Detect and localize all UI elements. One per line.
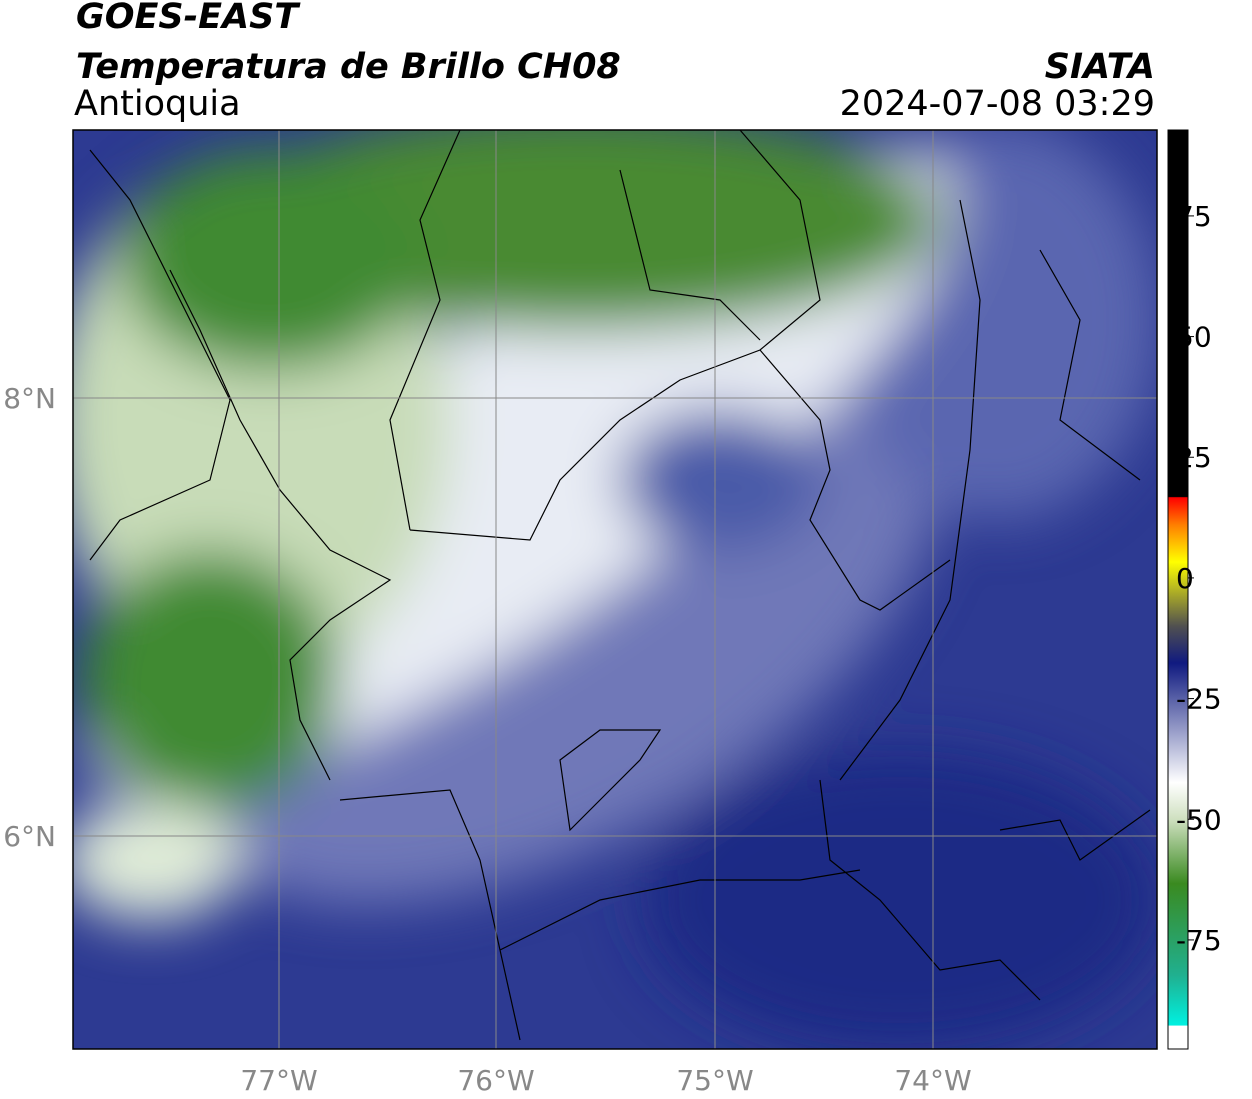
lon-label: 76°W	[457, 1064, 534, 1097]
colorbar-tick-label: -25	[1176, 683, 1222, 716]
subtitle: Temperatura de Brillo CH08	[76, 47, 621, 87]
colorbar	[1167, 129, 1189, 1050]
colorbar-tick-label: -50	[1176, 803, 1222, 836]
colorbar-tick-label: 0	[1176, 562, 1194, 595]
title: GOES-EAST	[76, 0, 301, 37]
lon-label: 75°W	[676, 1064, 753, 1097]
colorbar-tick-label: 50	[1176, 321, 1212, 354]
region: Antioquia	[74, 84, 241, 124]
graticule	[73, 130, 1157, 1049]
lon-label: 77°W	[240, 1064, 317, 1097]
source: SIATA	[1045, 47, 1155, 87]
lat-label: 8°N	[3, 382, 56, 415]
lon-label: 74°W	[894, 1064, 971, 1097]
colorbar-tick-label: 75	[1176, 200, 1212, 233]
datetime: 2024-07-08 03:29	[840, 84, 1155, 124]
map-frame	[72, 129, 1158, 1050]
map-imagery	[73, 130, 1157, 1049]
colorbar-tick-label: 25	[1176, 441, 1212, 474]
lat-label: 6°N	[3, 820, 56, 853]
colorbar-tick-label: -75	[1176, 924, 1222, 957]
